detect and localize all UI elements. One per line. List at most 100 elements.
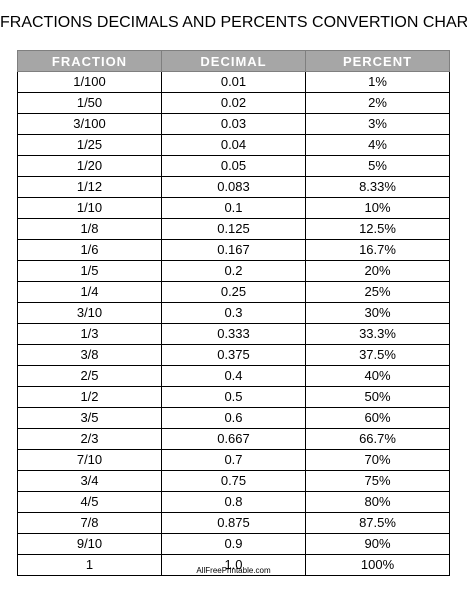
table-row: 3/8 0.375 37.5% <box>17 344 450 366</box>
table-row: 1/10 0.1 10% <box>17 197 450 219</box>
decimal-cell: 0.667 <box>161 428 306 450</box>
table-row: 1/3 0.333 33.3% <box>17 323 450 345</box>
table-row: 1/100 0.01 1% <box>17 71 450 93</box>
percent-cell: 66.7% <box>305 428 450 450</box>
fraction-cell: 7/10 <box>17 449 162 471</box>
table-row: 2/3 0.667 66.7% <box>17 428 450 450</box>
decimal-cell: 0.167 <box>161 239 306 261</box>
percent-cell: 5% <box>305 155 450 177</box>
decimal-cell: 0.03 <box>161 113 306 135</box>
fraction-cell: 9/10 <box>17 533 162 555</box>
fraction-cell: 3/5 <box>17 407 162 429</box>
decimal-cell: 0.01 <box>161 71 306 93</box>
decimal-cell: 0.02 <box>161 92 306 114</box>
table-row: 9/10 0.9 90% <box>17 533 450 555</box>
decimal-cell: 0.6 <box>161 407 306 429</box>
percent-cell: 8.33% <box>305 176 450 198</box>
decimal-cell: 0.3 <box>161 302 306 324</box>
column-header-fraction: FRACTION <box>17 50 162 72</box>
percent-cell: 4% <box>305 134 450 156</box>
table-row: 1/6 0.167 16.7% <box>17 239 450 261</box>
table-body: 1/100 0.01 1% 1/50 0.02 2% 3/100 0.03 3% 1/25 0.04… <box>17 71 450 576</box>
decimal-cell: 0.7 <box>161 449 306 471</box>
fraction-cell: 1/8 <box>17 218 162 240</box>
fraction-cell: 2/3 <box>17 428 162 450</box>
decimal-cell: 0.2 <box>161 260 306 282</box>
percent-cell: 25% <box>305 281 450 303</box>
percent-cell: 90% <box>305 533 450 555</box>
conversion-table: FRACTION DECIMAL PERCENT 1/100 0.01 1% 1/50… <box>17 50 450 576</box>
table-row: 1/4 0.25 25% <box>17 281 450 303</box>
table-row: 3/5 0.6 60% <box>17 407 450 429</box>
percent-cell: 50% <box>305 386 450 408</box>
percent-cell: 30% <box>305 302 450 324</box>
percent-cell: 10% <box>305 197 450 219</box>
fraction-cell: 1/4 <box>17 281 162 303</box>
decimal-cell: 0.1 <box>161 197 306 219</box>
fraction-cell: 1/100 <box>17 71 162 93</box>
decimal-cell: 0.083 <box>161 176 306 198</box>
table-row: 1/12 0.083 8.33% <box>17 176 450 198</box>
table-row: 3/4 0.75 75% <box>17 470 450 492</box>
fraction-cell: 1/12 <box>17 176 162 198</box>
decimal-cell: 0.9 <box>161 533 306 555</box>
column-header-decimal: DECIMAL <box>161 50 306 72</box>
page-title: FRACTIONS DECIMALS AND PERCENTS CONVERTI… <box>0 14 467 31</box>
fraction-cell: 4/5 <box>17 491 162 513</box>
table-row: 3/100 0.03 3% <box>17 113 450 135</box>
decimal-cell: 0.125 <box>161 218 306 240</box>
decimal-cell: 0.375 <box>161 344 306 366</box>
fraction-cell: 3/10 <box>17 302 162 324</box>
decimal-cell: 0.5 <box>161 386 306 408</box>
fraction-cell: 1/50 <box>17 92 162 114</box>
percent-cell: 33.3% <box>305 323 450 345</box>
table-row: 1/25 0.04 4% <box>17 134 450 156</box>
table-row: 1/5 0.2 20% <box>17 260 450 282</box>
table-row: 1 1.0 100% <box>17 554 450 576</box>
fraction-cell: 1/25 <box>17 134 162 156</box>
table-row: 1/20 0.05 5% <box>17 155 450 177</box>
percent-cell: 75% <box>305 470 450 492</box>
percent-cell: 20% <box>305 260 450 282</box>
table-row: 3/10 0.3 30% <box>17 302 450 324</box>
decimal-cell: 0.05 <box>161 155 306 177</box>
fraction-cell: 1/2 <box>17 386 162 408</box>
table-header: FRACTION DECIMAL PERCENT <box>17 50 450 72</box>
fraction-cell: 3/100 <box>17 113 162 135</box>
table-row: 4/5 0.8 80% <box>17 491 450 513</box>
footer-credit: AllFreePrintable.com <box>196 566 271 575</box>
percent-cell: 60% <box>305 407 450 429</box>
decimal-cell: 0.75 <box>161 470 306 492</box>
table-row: 1/2 0.5 50% <box>17 386 450 408</box>
percent-cell: 3% <box>305 113 450 135</box>
percent-cell: 2% <box>305 92 450 114</box>
decimal-cell: 0.25 <box>161 281 306 303</box>
decimal-cell: 0.8 <box>161 491 306 513</box>
percent-cell: 1% <box>305 71 450 93</box>
percent-cell: 80% <box>305 491 450 513</box>
percent-cell: 40% <box>305 365 450 387</box>
fraction-cell: 3/4 <box>17 470 162 492</box>
percent-cell: 16.7% <box>305 239 450 261</box>
table-row: 1/8 0.125 12.5% <box>17 218 450 240</box>
percent-cell: 100% <box>305 554 450 576</box>
fraction-cell: 1/6 <box>17 239 162 261</box>
decimal-cell: 0.04 <box>161 134 306 156</box>
decimal-cell: 0.4 <box>161 365 306 387</box>
table-row: 7/10 0.7 70% <box>17 449 450 471</box>
table-row: 1/50 0.02 2% <box>17 92 450 114</box>
header-row: FRACTION DECIMAL PERCENT <box>17 50 450 72</box>
decimal-cell: 0.333 <box>161 323 306 345</box>
column-header-percent: PERCENT <box>305 50 450 72</box>
percent-cell: 70% <box>305 449 450 471</box>
fraction-cell: 1 <box>17 554 162 576</box>
decimal-cell: 1.0 <box>161 554 306 576</box>
fraction-cell: 3/8 <box>17 344 162 366</box>
table-row: 7/8 0.875 87.5% <box>17 512 450 534</box>
decimal-cell: 0.875 <box>161 512 306 534</box>
percent-cell: 37.5% <box>305 344 450 366</box>
percent-cell: 12.5% <box>305 218 450 240</box>
fraction-cell: 1/10 <box>17 197 162 219</box>
fraction-cell: 7/8 <box>17 512 162 534</box>
fraction-cell: 1/5 <box>17 260 162 282</box>
